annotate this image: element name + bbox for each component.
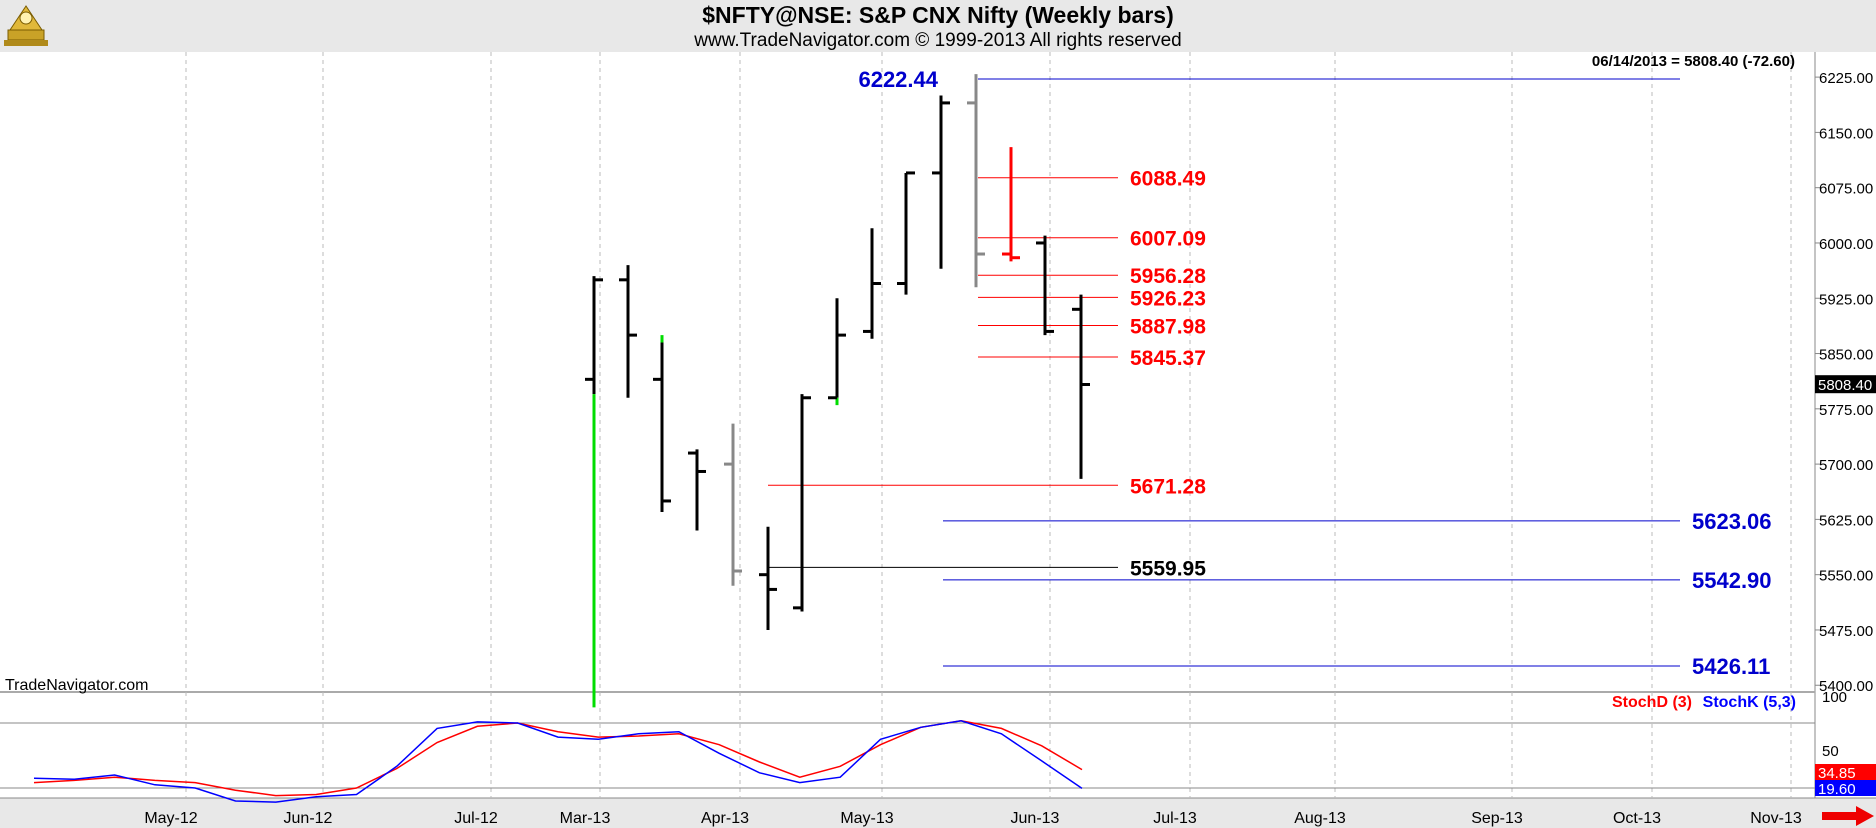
ohlc-bar bbox=[897, 171, 915, 295]
ohlc-bar bbox=[932, 95, 950, 269]
y-tick-label: 6075.00 bbox=[1819, 181, 1873, 198]
y-tick-label: 5625.00 bbox=[1819, 512, 1873, 529]
stoch-d-value-box bbox=[1815, 764, 1876, 780]
x-tick-label: May-12 bbox=[144, 810, 197, 827]
ohlc-bar bbox=[1036, 235, 1054, 336]
level-label: 5671.28 bbox=[1130, 475, 1206, 498]
chart-title: $NFTY@NSE: S&P CNX Nifty (Weekly bars) bbox=[702, 2, 1174, 28]
x-tick-label: Apr-13 bbox=[701, 810, 749, 827]
last-quote-label: 06/14/2013 = 5808.40 (-72.60) bbox=[1592, 53, 1795, 70]
x-axis-band bbox=[0, 798, 1876, 828]
ohlc-bar bbox=[793, 394, 811, 612]
stoch-panel bbox=[0, 692, 1815, 798]
ohlc-bar bbox=[619, 265, 637, 398]
level-label: 5542.90 bbox=[1692, 568, 1772, 593]
y-tick-label: 5700.00 bbox=[1819, 457, 1873, 474]
x-tick-label: Jun-12 bbox=[284, 810, 333, 827]
level-label: 5956.28 bbox=[1130, 265, 1206, 288]
stoch-k-value-box bbox=[1815, 780, 1876, 796]
x-tick-label: Aug-13 bbox=[1294, 810, 1346, 827]
y-tick-label: 6150.00 bbox=[1819, 125, 1873, 142]
x-tick-label: Jun-13 bbox=[1011, 810, 1060, 827]
level-label: 5426.11 bbox=[1692, 654, 1770, 679]
stoch-d-value: 34.85 bbox=[1818, 765, 1856, 782]
level-label: 6088.49 bbox=[1130, 168, 1206, 191]
y-tick-label: 5925.00 bbox=[1819, 291, 1873, 308]
stoch-y-tick-label: 100 bbox=[1822, 689, 1847, 706]
ohlc-bar bbox=[759, 526, 777, 630]
stoch-d-line bbox=[33, 720, 1083, 797]
y-tick-label: 5850.00 bbox=[1819, 347, 1873, 364]
x-tick-label: May-13 bbox=[840, 810, 893, 827]
ohlc-bar bbox=[585, 276, 603, 708]
current-price-box bbox=[1815, 375, 1876, 394]
stoch-k-value: 19.60 bbox=[1818, 781, 1856, 798]
level-label: 6222.44 bbox=[858, 67, 938, 92]
price-panel bbox=[0, 52, 1815, 692]
y-tick-label: 6225.00 bbox=[1819, 70, 1873, 87]
current-price-label: 5808.40 bbox=[1818, 377, 1872, 394]
ohlc-bar bbox=[863, 228, 881, 339]
ohlc-bar bbox=[653, 335, 671, 513]
x-tick-label: Jul-13 bbox=[1153, 810, 1197, 827]
level-label: 5887.98 bbox=[1130, 316, 1206, 339]
legend-stoch-k: StochK (5,3) bbox=[1703, 694, 1796, 711]
y-axis-band bbox=[1815, 52, 1876, 798]
y-tick-label: 5550.00 bbox=[1819, 568, 1873, 585]
scroll-right-arrow-icon[interactable] bbox=[1822, 806, 1874, 826]
ohlc-bar bbox=[828, 298, 846, 406]
level-label: 5845.37 bbox=[1130, 347, 1206, 370]
level-label: 5623.06 bbox=[1692, 509, 1772, 534]
level-label: 5926.23 bbox=[1130, 287, 1206, 310]
chart-subtitle: www.TradeNavigator.com © 1999-2013 All r… bbox=[694, 30, 1182, 51]
x-tick-label: Mar-13 bbox=[560, 810, 611, 827]
level-label: 6007.09 bbox=[1130, 228, 1206, 251]
y-tick-label: 6000.00 bbox=[1819, 236, 1873, 253]
stoch-y-tick-label: 50 bbox=[1822, 743, 1839, 760]
stoch-k-line bbox=[33, 720, 1083, 803]
y-tick-label: 5400.00 bbox=[1819, 678, 1873, 695]
trade-navigator-logo-icon bbox=[4, 5, 48, 46]
ohlc-bar bbox=[967, 74, 985, 288]
watermark-text: TradeNavigator.com bbox=[5, 677, 148, 694]
x-tick-label: Nov-13 bbox=[1750, 810, 1802, 827]
ohlc-bar bbox=[1002, 147, 1020, 262]
ohlc-bar bbox=[688, 449, 706, 531]
ohlc-bar bbox=[724, 423, 742, 586]
y-tick-label: 5775.00 bbox=[1819, 402, 1873, 419]
legend-stoch-d: StochD (3) bbox=[1612, 694, 1692, 711]
level-label: 5559.95 bbox=[1130, 557, 1206, 580]
header-band bbox=[0, 0, 1876, 52]
ohlc-bar bbox=[1072, 294, 1090, 479]
x-tick-label: Jul-12 bbox=[454, 810, 498, 827]
x-tick-label: Oct-13 bbox=[1613, 810, 1661, 827]
x-tick-label: Sep-13 bbox=[1471, 810, 1523, 827]
y-tick-label: 5475.00 bbox=[1819, 623, 1873, 640]
